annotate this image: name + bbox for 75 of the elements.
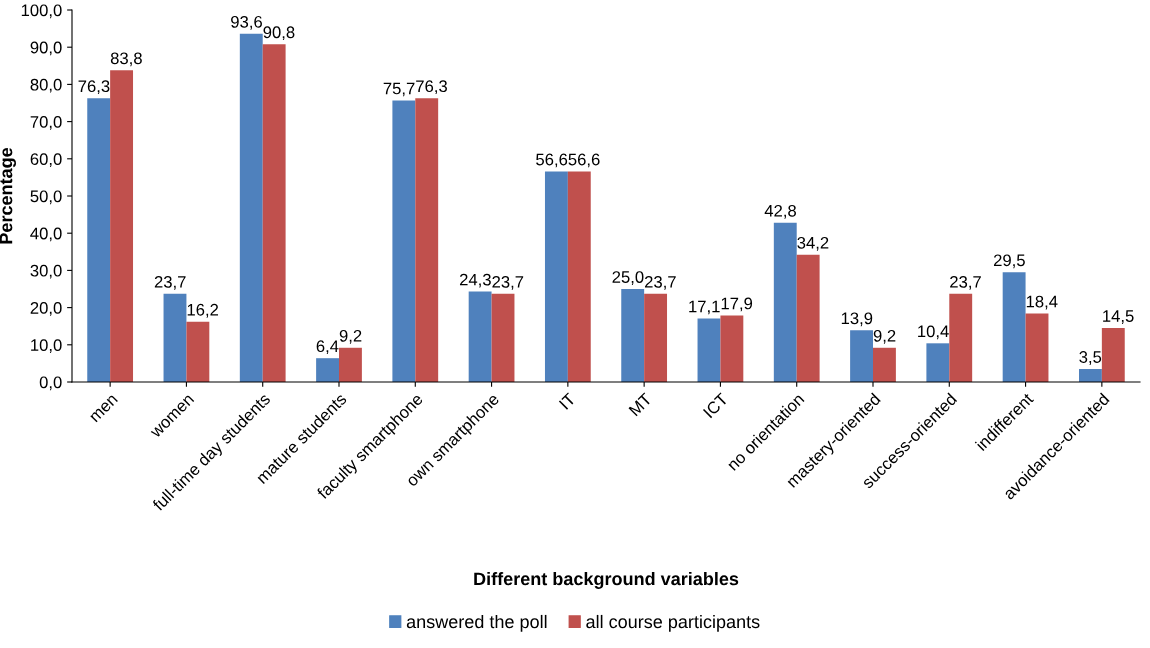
y-tick-label: 90,0 (30, 41, 62, 56)
data-label: 3,5 (1079, 351, 1102, 365)
data-label: 13,9 (841, 312, 873, 327)
data-label: 25,0 (612, 271, 644, 285)
legend-label: answered the poll (406, 614, 547, 632)
bar (468, 291, 492, 382)
data-label: 14,5 (1103, 310, 1134, 324)
y-axis-title: Percentage (0, 147, 16, 244)
data-label: 29,5 (993, 254, 1025, 269)
bar (1025, 313, 1049, 382)
bar (110, 70, 134, 382)
data-label: 23,7 (492, 275, 524, 290)
data-label: 83,8 (110, 52, 142, 67)
bar (239, 33, 263, 382)
data-label: 16,2 (187, 303, 219, 318)
bar (1078, 368, 1102, 382)
bar (850, 330, 873, 382)
bar (644, 293, 668, 382)
data-label: 75,7 (383, 82, 415, 97)
x-tick-label: MT (628, 392, 653, 417)
y-tick-label: 100,0 (21, 4, 62, 19)
data-label: 34,2 (797, 236, 829, 251)
bar (873, 347, 896, 382)
bar (1101, 328, 1125, 382)
data-label: 56,6 (536, 153, 568, 168)
bar (796, 254, 820, 382)
data-label: 9,2 (339, 329, 362, 344)
data-label: 42,8 (764, 204, 796, 219)
legend-label: all course participants (586, 614, 760, 632)
bar (567, 171, 591, 382)
bar (949, 293, 973, 382)
bar (773, 222, 797, 382)
bar (926, 343, 950, 382)
y-tick-label: 0,0 (39, 376, 62, 391)
data-label: 9,2 (873, 329, 896, 344)
y-tick-label: 60,0 (30, 153, 62, 167)
y-tick-label: 40,0 (30, 227, 62, 242)
bar (697, 318, 721, 382)
bar (415, 98, 439, 382)
bar (339, 347, 362, 382)
bar (621, 289, 645, 382)
bar (720, 315, 744, 382)
data-label: 18,4 (1026, 295, 1058, 310)
x-tick-label: ICT (702, 392, 729, 419)
bar (1002, 272, 1026, 382)
bar (163, 293, 187, 382)
data-label: 24,3 (459, 273, 491, 288)
bar (491, 293, 515, 382)
bar (392, 100, 416, 382)
data-label: 23,7 (154, 275, 186, 290)
x-tick-label: men (90, 394, 119, 423)
y-tick-label: 10,0 (31, 339, 62, 353)
data-label: 23,7 (950, 275, 981, 290)
data-label: 93,6 (231, 15, 262, 30)
y-tick-label: 70,0 (30, 116, 62, 130)
bar (87, 98, 111, 382)
y-tick-label: 30,0 (30, 264, 62, 279)
data-label: 23,7 (644, 275, 676, 290)
data-label: 76,3 (78, 80, 110, 95)
y-tick-label: 80,0 (30, 78, 62, 93)
data-label: 10,4 (918, 325, 949, 340)
y-tick-label: 20,0 (30, 302, 62, 316)
data-label: 6,4 (316, 340, 339, 355)
bar (262, 44, 286, 382)
data-label: 76,3 (416, 80, 447, 95)
data-label: 17,9 (721, 297, 753, 312)
data-label: 56,6 (568, 153, 600, 168)
data-label: 17,1 (689, 300, 720, 315)
bar (316, 358, 339, 382)
data-label: 90,8 (263, 26, 295, 41)
y-tick-label: 50,0 (30, 190, 62, 205)
bar (186, 321, 210, 382)
bar (544, 171, 568, 382)
x-axis-title: Different background variables (474, 572, 739, 589)
x-tick-label: IT (558, 392, 577, 410)
